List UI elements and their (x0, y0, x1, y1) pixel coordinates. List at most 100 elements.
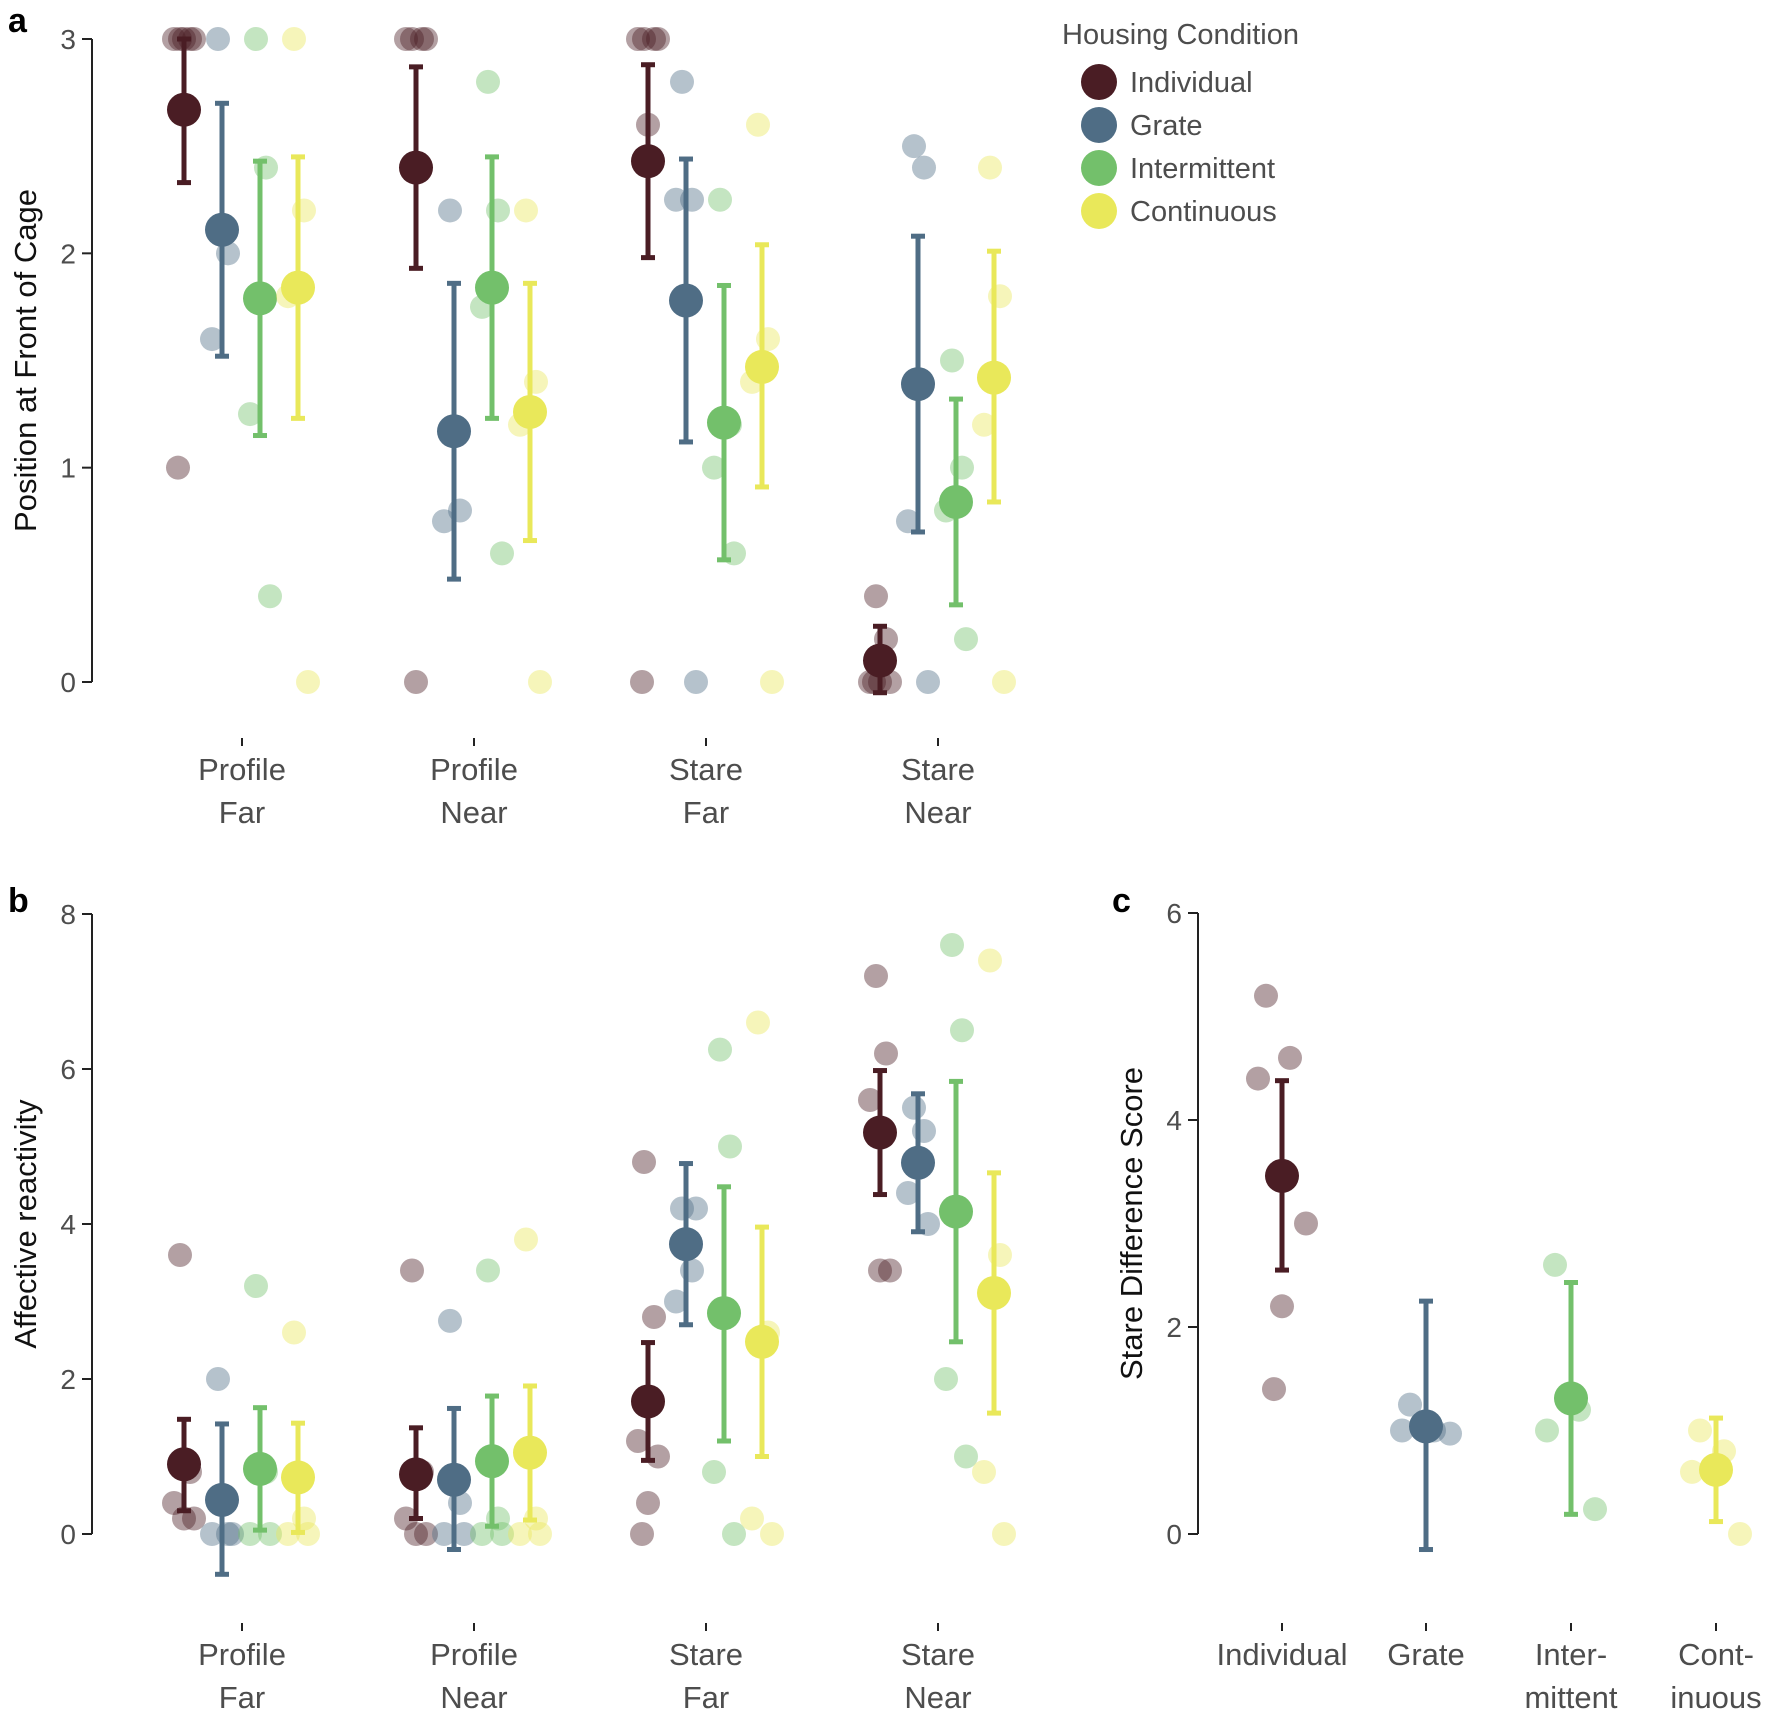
panel-a-xtick-label-stare-far-1: Stare (669, 752, 743, 787)
panel-a-point-grate-profile-far-1 (206, 27, 230, 51)
panel-b-xtick-label-profile-near-1: Profile (430, 1637, 518, 1672)
panel-c-point-continuous-3 (1680, 1459, 1704, 1484)
panel-a-point-continuous-profile-near-4 (528, 670, 552, 694)
panel-c-point-individual-1 (1254, 983, 1278, 1008)
panel-b-point-grate-profile-far-1 (206, 1367, 230, 1391)
panel-b-point-grate-profile-near-1 (438, 1308, 462, 1333)
panel-c-xtick-label-individual-1: Individual (1217, 1637, 1348, 1672)
panel-a-xtick-label-stare-near-1: Stare (901, 752, 975, 787)
panel-a-point-individual-profile-far-6 (166, 455, 190, 480)
panel-c-point-intermittent-3 (1535, 1418, 1559, 1443)
panel-b-point-intermittent-profile-far-1 (244, 1274, 268, 1298)
panel-letter-c: c (1112, 882, 1131, 920)
legend-swatch-grate (1081, 107, 1117, 143)
panel-a-point-individual-profile-near-1 (400, 27, 424, 51)
panel-b-point-continuous-stare-far-3 (740, 1506, 764, 1531)
panel-a-xtick-label-profile-near-2: Near (440, 795, 507, 830)
panel-a-mean-continuous-profile-far (281, 270, 315, 305)
panel-a-point-intermittent-profile-far-1 (244, 27, 268, 51)
panel-a-point-individual-stare-far-6 (630, 670, 654, 694)
panel-b-point-individual-profile-near-1 (400, 1258, 424, 1283)
panel-a-point-continuous-stare-near-4 (992, 670, 1016, 694)
panel-a-point-individual-profile-near-5 (404, 670, 428, 694)
panel-letter-a: a (8, 2, 28, 40)
panel-b-point-continuous-stare-near-3 (972, 1460, 996, 1484)
panel-a-point-grate-stare-near-3 (896, 509, 920, 534)
panel-a-point-intermittent-profile-far-4 (258, 584, 282, 609)
panel-a-point-individual-stare-far-2 (642, 27, 666, 51)
panel-b-point-continuous-profile-near-4 (528, 1522, 552, 1546)
panel-a-mean-individual-profile-far (167, 92, 201, 127)
panel-a-ytick-label-0: 0 (60, 667, 76, 698)
panel-c-point-individual-2 (1278, 1045, 1302, 1070)
panel-a-point-individual-profile-near-4 (414, 27, 438, 51)
panel-a-point-grate-stare-far-3 (664, 187, 688, 212)
panel-b-ytick-label-0: 0 (60, 1519, 76, 1550)
panel-b-point-individual-stare-far-5 (636, 1491, 660, 1515)
panel-b-point-continuous-profile-far-3 (276, 1522, 300, 1546)
panel-b-point-individual-stare-near-4 (878, 1258, 902, 1283)
panel-a-point-intermittent-stare-far-1 (708, 187, 732, 212)
panel-a-mean-intermittent-stare-far (707, 405, 741, 440)
panel-b-point-continuous-stare-near-1 (978, 948, 1002, 973)
panel-b-ytick-label-2: 2 (60, 1364, 76, 1395)
panel-b-point-individual-stare-near-5 (868, 1258, 892, 1283)
panel-b-xtick-label-stare-near-1: Stare (901, 1637, 975, 1672)
panel-b-point-continuous-profile-near-1 (514, 1227, 538, 1252)
panel-c-mean-grate (1409, 1409, 1443, 1444)
legend-label-intermittent: Intermittent (1130, 153, 1275, 185)
panel-c-mean-individual (1265, 1158, 1299, 1193)
panel-a-point-continuous-stare-near-1 (978, 155, 1002, 180)
panel-a-xtick-label-stare-near-2: Near (904, 795, 971, 830)
panel-a-point-intermittent-stare-near-4 (954, 627, 978, 652)
panel-b-ytick-label-4: 4 (60, 1209, 76, 1240)
legend: Housing Condition Individual Grate Intermi… (1062, 19, 1299, 229)
panel-c-ytick-label-0: 0 (1166, 1519, 1182, 1550)
panel-b-mean-grate-profile-far (205, 1482, 239, 1517)
panel-a-mean-grate-profile-far (205, 212, 239, 247)
panel-b-point-intermittent-stare-near-4 (954, 1444, 978, 1469)
panel-a-point-intermittent-stare-far-3 (702, 455, 726, 480)
panel-c-mean-continuous (1699, 1452, 1733, 1487)
panel-a-chart: 0 1 2 3 Position at Front of Cage Profile Far P… (8, 24, 1016, 830)
panel-c-xtick-label-cont-inuous-2: inuous (1670, 1680, 1761, 1715)
panel-c-ytick-label-6: 6 (1166, 898, 1182, 929)
panel-b-mean-grate-stare-near (901, 1145, 935, 1180)
panel-a-mean-grate-stare-far (669, 283, 703, 318)
panel-b-point-grate-stare-far-3 (664, 1289, 688, 1314)
panel-a-point-individual-stare-far-3 (626, 27, 650, 51)
panel-b-point-individual-profile-far-1 (168, 1243, 192, 1267)
panel-b-mean-intermittent-profile-far (243, 1451, 277, 1486)
panel-a-mean-grate-stare-near (901, 367, 935, 402)
panel-b-ytick-label-8: 8 (60, 899, 76, 930)
panel-b-mean-intermittent-stare-far (707, 1296, 741, 1331)
panel-b-xtick-label-stare-near-2: Near (904, 1680, 971, 1715)
panel-c-ytick-label-2: 2 (1166, 1312, 1182, 1343)
panel-c-xtick-label-grate-1: Grate (1387, 1637, 1465, 1672)
panel-b-point-grate-stare-far-4 (684, 1196, 708, 1221)
panel-b-xtick-label-profile-far-1: Profile (198, 1637, 286, 1672)
panel-c-point-grate-4 (1438, 1421, 1462, 1446)
panel-a-point-intermittent-profile-far-3 (238, 402, 262, 427)
legend-label-grate: Grate (1130, 110, 1203, 142)
panel-b-point-individual-stare-near-1 (864, 964, 888, 988)
panel-b-point-individual-profile-near-3 (394, 1506, 418, 1531)
panel-b-point-individual-profile-near-4 (414, 1522, 438, 1546)
panel-c-y-axis-label: Stare Difference Score (1114, 1067, 1149, 1380)
panel-b-point-continuous-stare-near-4 (992, 1522, 1016, 1546)
panel-a-point-individual-stare-near-1 (864, 584, 888, 609)
panel-a-point-individual-stare-far-4 (646, 27, 670, 51)
panel-a-point-continuous-stare-far-4 (760, 670, 784, 694)
panel-a-point-continuous-profile-far-1 (282, 27, 306, 51)
legend-swatch-intermittent (1081, 150, 1117, 186)
panel-b-point-grate-profile-far-3 (200, 1522, 224, 1546)
panel-a-mean-intermittent-profile-near (475, 270, 509, 305)
panel-a-mean-continuous-stare-near (977, 360, 1011, 395)
panel-c-chart: 0 2 4 6 Stare Difference Score Individual Grat… (1114, 898, 1762, 1715)
panel-b-mean-continuous-profile-near (513, 1435, 547, 1470)
panel-a-point-grate-stare-near-4 (916, 670, 940, 694)
panel-a-point-grate-stare-far-4 (684, 670, 708, 694)
panel-b-point-individual-stare-far-2 (642, 1305, 666, 1329)
panel-b-mean-intermittent-stare-near (939, 1194, 973, 1229)
